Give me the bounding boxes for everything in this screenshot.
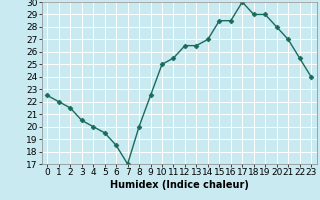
X-axis label: Humidex (Indice chaleur): Humidex (Indice chaleur) (110, 180, 249, 190)
